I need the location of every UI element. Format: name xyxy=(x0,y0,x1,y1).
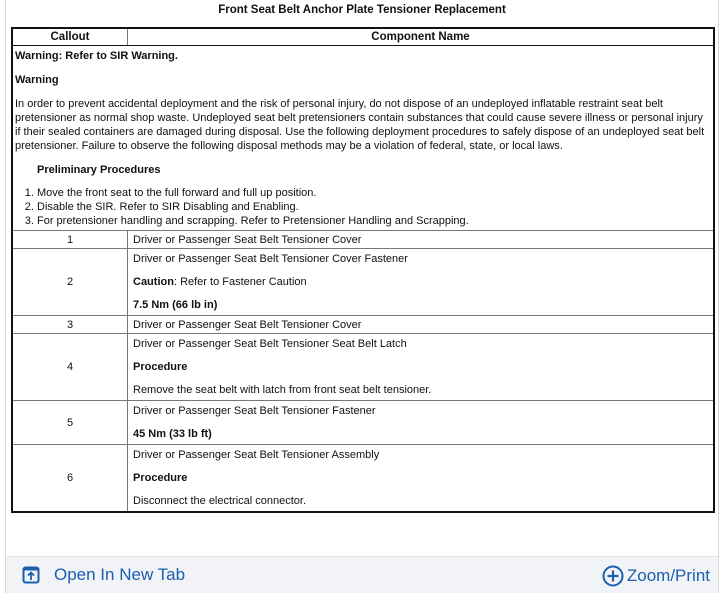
table-row: 2 Driver or Passenger Seat Belt Tensione… xyxy=(11,248,715,316)
intro-row: Warning: Refer to SIR Warning. Warning I… xyxy=(11,45,715,231)
table-row: 3 Driver or Passenger Seat Belt Tensione… xyxy=(11,315,715,334)
torque-spec: 45 Nm (33 lb ft) xyxy=(133,428,212,440)
procedure-text: Remove the seat belt with latch from fro… xyxy=(133,384,432,396)
zoom-plus-icon xyxy=(602,565,624,587)
preliminary-heading: Preliminary Procedures xyxy=(37,164,161,176)
zoom-print-label: Zoom/Print xyxy=(626,566,710,585)
document-frame: Front Seat Belt Anchor Plate Tensioner R… xyxy=(5,0,719,593)
callout-number: 3 xyxy=(11,315,128,334)
procedure-heading: Procedure xyxy=(133,361,188,373)
caution-text: : Refer to Fastener Caution xyxy=(173,276,307,288)
preliminary-steps: Move the front seat to the full forward … xyxy=(15,186,711,228)
page-title: Front Seat Belt Anchor Plate Tensioner R… xyxy=(218,4,506,16)
column-header-component-name: Component Name xyxy=(127,27,715,46)
component-name: Driver or Passenger Seat Belt Tensioner … xyxy=(133,405,376,417)
open-new-tab-icon xyxy=(22,566,40,584)
callout-number: 1 xyxy=(11,230,128,249)
callout-number: 2 xyxy=(11,248,128,316)
callout-table: Callout Component Name Warning: Refer to… xyxy=(11,27,715,513)
table-row: 4 Driver or Passenger Seat Belt Tensione… xyxy=(11,333,715,401)
component-name: Driver or Passenger Seat Belt Tensioner … xyxy=(127,315,715,334)
callout-number: 4 xyxy=(11,333,128,401)
step: Move the front seat to the full forward … xyxy=(37,186,711,200)
procedure-text: Disconnect the electrical connector. xyxy=(133,495,307,507)
table-row: 5 Driver or Passenger Seat Belt Tensione… xyxy=(11,400,715,445)
procedure-heading: Procedure xyxy=(133,472,188,484)
table-header: Callout Component Name xyxy=(11,27,715,46)
callout-number: 5 xyxy=(11,400,128,445)
warning-text: In order to prevent accidental deploymen… xyxy=(15,98,705,152)
warning-heading: Warning xyxy=(15,74,59,86)
column-header-callout: Callout xyxy=(11,27,128,46)
component-name: Driver or Passenger Seat Belt Tensioner … xyxy=(133,338,407,350)
step: For pretensioner handling and scrapping.… xyxy=(37,214,711,228)
component-name: Driver or Passenger Seat Belt Tensioner … xyxy=(127,230,715,249)
warning-reference: Warning: Refer to SIR Warning. xyxy=(15,50,178,62)
torque-spec: 7.5 Nm (66 lb in) xyxy=(133,299,218,311)
open-in-new-tab-label: Open In New Tab xyxy=(54,565,186,584)
component-name: Driver or Passenger Seat Belt Tensioner … xyxy=(133,253,408,265)
step: Disable the SIR. Refer to SIR Disabling … xyxy=(37,200,711,214)
component-name: Driver or Passenger Seat Belt Tensioner … xyxy=(133,449,380,461)
callout-number: 6 xyxy=(11,444,128,513)
table-row: 6 Driver or Passenger Seat Belt Tensione… xyxy=(11,444,715,513)
caution-label: Caution xyxy=(133,276,174,288)
table-row: 1 Driver or Passenger Seat Belt Tensione… xyxy=(11,230,715,249)
footer-bar: Open In New Tab Zoom/Print xyxy=(6,556,718,593)
open-in-new-tab-link[interactable]: Open In New Tab xyxy=(22,565,185,585)
zoom-print-link[interactable]: Zoom/Print xyxy=(602,565,710,587)
